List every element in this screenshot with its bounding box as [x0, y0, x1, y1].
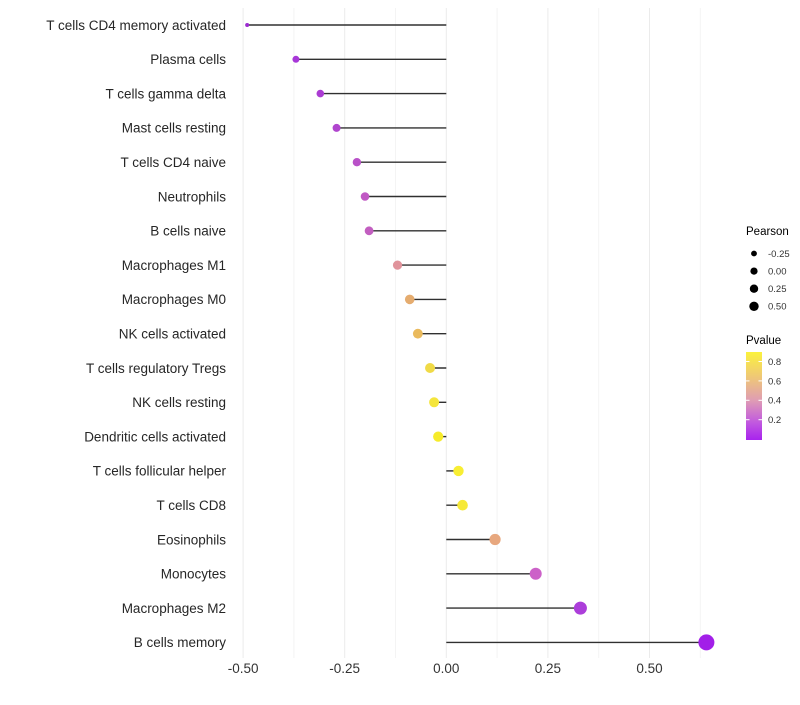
data-point	[364, 226, 374, 236]
y-axis-label: Monocytes	[161, 567, 227, 582]
y-axis-label: T cells CD8	[156, 498, 226, 513]
y-axis-label: B cells memory	[134, 635, 227, 650]
data-point	[529, 567, 542, 580]
legend-color-tick-label: 0.4	[768, 396, 781, 407]
x-axis-tick-label: 0.50	[636, 661, 662, 676]
data-point	[412, 328, 423, 339]
data-point	[245, 23, 250, 27]
legend-size-dot	[749, 284, 759, 293]
y-axis-label: Macrophages M1	[122, 258, 226, 273]
y-axis-label: T cells follicular helper	[93, 464, 227, 479]
data-point	[392, 260, 403, 270]
legend-size-label: 0.00	[768, 267, 787, 278]
legend-size-title: Pearson	[746, 226, 789, 238]
legend-color-title: Pvalue	[746, 335, 781, 347]
data-point	[489, 533, 501, 546]
data-point	[292, 55, 300, 63]
data-point	[573, 601, 587, 615]
legend-size-dot	[749, 301, 759, 311]
x-axis-tick-label: 0.25	[535, 661, 561, 676]
y-axis-label: Eosinophils	[157, 532, 226, 547]
legend-size-dot	[750, 267, 758, 275]
y-axis-label: T cells regulatory Tregs	[86, 361, 226, 376]
legend-size-label: 0.50	[768, 302, 787, 313]
x-axis-tick-label: 0.00	[433, 661, 459, 676]
y-axis-label: NK cells resting	[132, 395, 226, 410]
y-axis-label: T cells CD4 memory activated	[46, 18, 226, 33]
y-axis-label: T cells gamma delta	[105, 86, 226, 101]
y-axis-label: NK cells activated	[119, 327, 226, 342]
y-axis-label: Mast cells resting	[122, 121, 226, 136]
data-point	[453, 465, 464, 477]
y-axis-label: Macrophages M2	[122, 601, 226, 616]
data-point	[425, 363, 436, 373]
x-axis-tick-label: -0.50	[228, 661, 259, 676]
data-point	[360, 192, 370, 201]
legend-size-label: -0.25	[768, 249, 790, 260]
data-point	[457, 499, 468, 511]
x-axis-tick-label: -0.25	[329, 661, 360, 676]
data-point	[316, 89, 325, 98]
legend-color-tick-label: 0.6	[768, 376, 781, 387]
data-point	[429, 397, 440, 408]
pvalue-gradient-bar	[746, 352, 762, 440]
data-point	[352, 158, 362, 167]
data-point	[332, 123, 341, 132]
legend-color-tick-label: 0.8	[768, 357, 781, 368]
y-axis-label: Plasma cells	[150, 52, 226, 67]
y-axis-label: T cells CD4 naive	[120, 155, 226, 170]
y-axis-label: Dendritic cells activated	[84, 429, 226, 444]
legend-color-tick-label: 0.2	[768, 415, 781, 426]
y-axis-label: Neutrophils	[158, 189, 227, 204]
legend-size-label: 0.25	[768, 284, 787, 295]
data-point	[698, 634, 715, 651]
data-point	[433, 431, 444, 442]
legend-size-dot	[751, 250, 757, 257]
y-axis-label: Macrophages M0	[122, 292, 226, 307]
y-axis-label: B cells naive	[150, 224, 226, 239]
data-point	[404, 294, 415, 305]
